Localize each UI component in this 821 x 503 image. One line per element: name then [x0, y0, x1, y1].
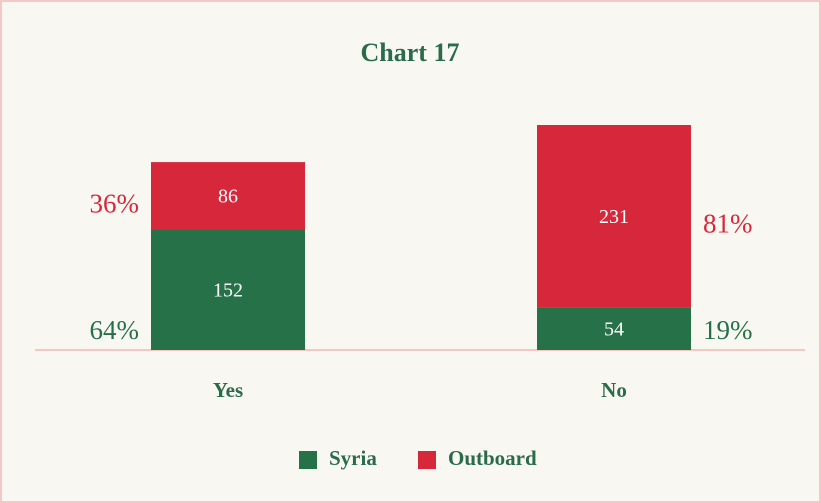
share-label: 19% — [703, 315, 753, 345]
x-tick-label: No — [601, 378, 627, 402]
bar-segment — [537, 125, 691, 308]
share-label: 64% — [90, 315, 140, 345]
bar-segment — [151, 230, 305, 350]
bar-segment — [151, 162, 305, 230]
chart-title: Chart 17 — [361, 38, 460, 67]
x-tick-label: Yes — [213, 378, 243, 402]
data-label: 54 — [604, 318, 624, 340]
data-label: 152 — [213, 280, 243, 302]
data-label: 86 — [218, 186, 238, 208]
legend-swatch — [418, 451, 436, 469]
legend-label: Syria — [329, 446, 377, 470]
bar-segment — [537, 307, 691, 350]
share-label: 81% — [703, 208, 753, 238]
legend-swatch — [299, 451, 317, 469]
data-label: 231 — [599, 206, 629, 228]
share-label: 36% — [90, 188, 140, 218]
legend-label: Outboard — [448, 446, 537, 470]
